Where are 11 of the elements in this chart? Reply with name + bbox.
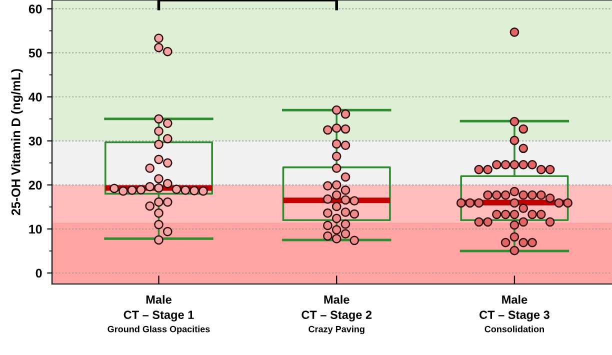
y-tick-label: 50 [28, 48, 42, 58]
y-tick-label: 10 [29, 224, 42, 234]
y-tick-label: 20 [28, 180, 42, 190]
y-axis-title: 25-OH Vitamin D (ng/mL) [11, 69, 23, 216]
x-tick-label: Male CT – Stage 3 Consolidation [480, 295, 550, 332]
y-tick-label: 30 [28, 136, 42, 146]
x-tick-label: Male CT – Stage 1 Ground Glass Opacities [108, 295, 210, 334]
y-tick-label: 60 [28, 4, 42, 14]
y-tick-label: 40 [28, 92, 42, 102]
x-tick-label: Male CT – Stage 2 Crazy Paving [302, 295, 372, 334]
y-tick-label: 0 [36, 268, 42, 278]
